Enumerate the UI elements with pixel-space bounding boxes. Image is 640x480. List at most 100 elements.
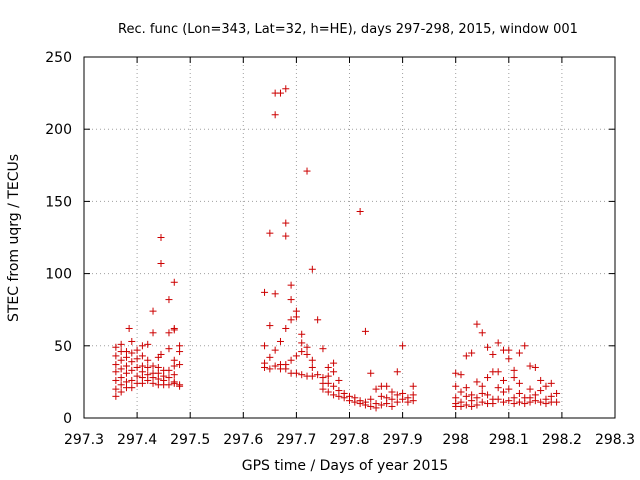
data-point [308,372,316,380]
data-point [314,371,322,379]
x-tick-label: 297.5 [170,432,210,448]
x-tick-label: 298 [442,432,469,448]
plot-frame [83,56,616,419]
data-point [330,359,338,367]
data-point [537,387,545,395]
y-tick-label: 200 [45,122,72,138]
data-point [484,374,492,382]
data-point [157,259,165,267]
data-point [478,398,486,406]
data-points [112,85,561,412]
data-point [526,398,534,406]
data-point [112,352,120,360]
data-point [133,355,141,363]
data-point [462,352,470,360]
data-point [462,392,470,400]
data-point [499,376,507,384]
data-point [276,337,284,345]
data-point [462,384,470,392]
data-point [112,385,120,393]
data-point [399,395,407,403]
data-point [515,349,523,357]
data-point [287,296,295,304]
data-point [282,219,290,227]
data-point [122,369,130,377]
data-point [377,401,385,409]
data-point [388,402,396,410]
data-point [505,346,513,354]
data-point [462,401,470,409]
data-point [165,296,173,304]
data-point [176,381,184,389]
data-point [308,265,316,273]
data-point [133,363,141,371]
data-point [335,376,343,384]
data-point [170,324,178,332]
data-point [473,378,481,386]
chart-title: Rec. func (Lon=343, Lat=32, h=HE), days … [118,22,578,37]
tick-labels: 297.3 297.4 297.5 297.6 297.7 297.8 297.9 298 29… [45,50,635,448]
data-point [128,358,136,366]
data-point [165,381,173,389]
data-point [319,385,327,393]
data-point [505,385,513,393]
data-point [399,342,407,350]
x-tick-label: 297.4 [117,432,157,448]
data-point [388,395,396,403]
data-point [138,342,146,350]
data-point [154,363,162,371]
y-tick-label: 250 [45,50,72,66]
data-point [346,397,353,405]
data-point [176,361,184,369]
data-point [157,350,165,358]
data-point [282,365,290,373]
x-tick-label: 297.3 [64,432,104,448]
data-point [367,402,375,410]
data-point [112,343,120,351]
data-point [165,329,173,337]
y-tick-label: 100 [45,267,72,283]
data-point [287,281,295,289]
data-point [144,356,152,364]
data-point [531,363,539,371]
data-point [125,324,133,332]
data-point [144,363,152,371]
data-point [282,85,290,93]
data-point [112,392,120,400]
data-point [138,352,146,360]
data-point [149,329,157,337]
data-point [367,369,375,377]
data-point [324,372,332,380]
data-point [393,368,401,376]
y-tick-label: 150 [45,194,72,210]
data-point [484,391,492,399]
data-point [122,378,130,386]
data-point [553,389,561,397]
data-point [133,372,141,380]
data-point [494,384,502,392]
data-point [356,208,364,216]
data-point [510,400,518,408]
data-point [292,369,300,377]
data-point [372,385,380,393]
data-point [261,288,269,296]
data-point [537,398,545,406]
data-point [292,313,300,321]
data-point [308,363,316,371]
data-point [117,374,125,382]
data-point [457,371,465,379]
data-point [266,365,274,373]
data-point [298,339,306,347]
data-point [499,398,507,406]
data-point [478,389,486,397]
data-point [489,400,497,408]
data-point [478,382,486,390]
data-point [170,371,178,379]
data-point [356,400,364,408]
data-point [128,366,136,374]
x-tick-label: 297.6 [223,432,263,448]
data-point [361,401,369,409]
data-point [165,366,173,374]
x-tick-label: 298.2 [542,432,582,448]
